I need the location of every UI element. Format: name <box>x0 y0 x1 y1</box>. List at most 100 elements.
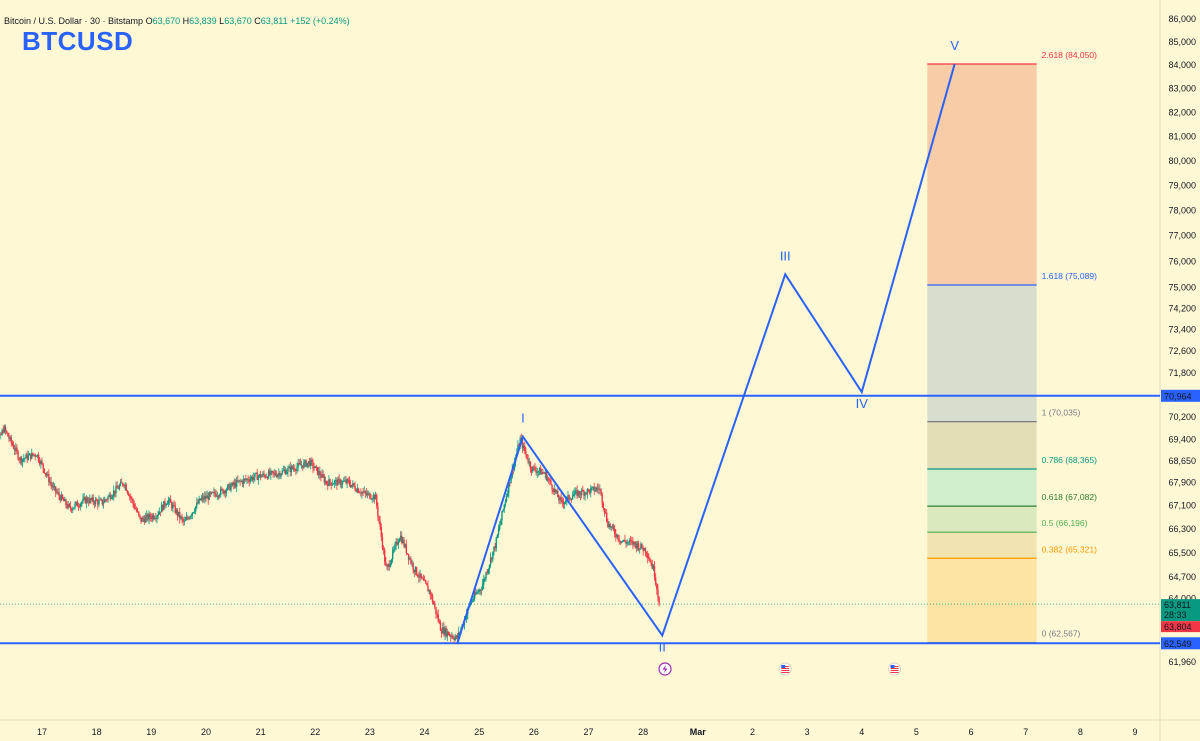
candle-body <box>322 474 324 477</box>
candle-body <box>23 458 25 460</box>
candle-body <box>198 498 200 504</box>
price-tick-label: 67,100 <box>1168 501 1196 511</box>
price-tick-label: 78,000 <box>1168 205 1196 215</box>
candle-body <box>339 479 341 486</box>
candle-body <box>208 492 211 500</box>
candle-body <box>138 511 140 515</box>
date-tick-label: 9 <box>1132 727 1137 737</box>
candle-body <box>378 515 380 522</box>
candle-body <box>220 488 222 495</box>
candle-body <box>58 492 60 497</box>
candle-body <box>475 592 477 594</box>
candle-body <box>61 494 64 499</box>
price-tick-label: 83,000 <box>1168 84 1196 94</box>
candle-body <box>92 497 94 503</box>
candle-body <box>336 480 338 486</box>
candle-body <box>353 483 355 486</box>
candle-body <box>652 565 655 569</box>
candle-body <box>200 498 203 501</box>
candle-body <box>126 490 129 493</box>
candle-body <box>294 468 296 471</box>
candle-body <box>324 481 327 483</box>
candle-body <box>414 566 417 573</box>
price-tick-label: 65,500 <box>1168 548 1196 558</box>
candle-body <box>492 551 494 560</box>
date-tick-label: 5 <box>914 727 919 737</box>
candle-body <box>150 517 152 519</box>
date-tick-label: 24 <box>420 727 430 737</box>
candle-body <box>409 558 411 560</box>
candle-body <box>179 511 181 519</box>
candle-body <box>357 488 360 493</box>
us-flag-event-icon[interactable] <box>778 662 792 676</box>
candle-body <box>385 561 387 566</box>
candle-body <box>481 584 484 590</box>
fib-zone <box>927 558 1037 643</box>
candle-body <box>84 497 86 504</box>
candle-body <box>372 495 375 499</box>
candle-body <box>398 539 401 543</box>
candle-body <box>629 540 632 542</box>
candle-body <box>192 512 195 514</box>
candle-body <box>35 456 38 457</box>
candle-body <box>120 482 123 484</box>
candle-body <box>182 518 184 522</box>
candle-body <box>533 466 535 468</box>
date-tick-label: 17 <box>37 727 47 737</box>
candle-body <box>505 495 508 502</box>
candle-body <box>522 445 525 449</box>
candle-body <box>72 508 74 511</box>
candle-body <box>80 503 82 507</box>
candle-body <box>455 635 458 638</box>
candle-body <box>272 471 274 473</box>
date-tick-label: 20 <box>201 727 211 737</box>
candle-body <box>91 497 93 501</box>
candle-body <box>7 432 9 437</box>
candle-body <box>94 499 97 505</box>
candle-body <box>405 544 408 554</box>
candle-body <box>314 466 316 469</box>
candle-body <box>217 495 220 497</box>
candle-body <box>116 486 118 489</box>
fib-level-label: 0 (62,567) <box>1042 629 1081 639</box>
candle-body <box>628 540 631 543</box>
candle-body <box>110 497 113 499</box>
candle-body <box>406 553 409 554</box>
fib-level-label: 1 (70,035) <box>1042 408 1081 418</box>
candle-body <box>607 521 609 528</box>
close-value: 63,811 <box>260 16 288 26</box>
candle-body <box>330 482 332 486</box>
flag-stripe <box>781 672 790 673</box>
candle-body <box>504 501 507 505</box>
candle-body <box>645 552 648 555</box>
fib-zone <box>927 63 1037 286</box>
candle-body <box>177 511 180 516</box>
candle-body <box>56 491 58 493</box>
candle-body <box>500 520 502 526</box>
candle-body <box>65 499 67 506</box>
candle-body <box>584 492 586 496</box>
candle-body <box>503 504 505 510</box>
price-tick-label: 64,000 <box>1168 593 1196 603</box>
candle-body <box>124 484 126 486</box>
candles-group <box>0 424 660 644</box>
us-flag-event-icon[interactable] <box>888 662 902 676</box>
candle-body <box>57 492 59 494</box>
candle-body <box>426 583 428 586</box>
price-tick-label: 82,000 <box>1168 107 1196 117</box>
date-tick-label: 26 <box>529 727 539 737</box>
candle-body <box>612 525 615 530</box>
candle-body <box>302 465 304 468</box>
candle-body <box>347 479 349 481</box>
candle-body <box>632 540 634 545</box>
price-tick-label: 76,000 <box>1168 256 1196 266</box>
date-tick-label: 7 <box>1023 727 1028 737</box>
candle-body <box>251 476 254 480</box>
lightning-event-icon[interactable] <box>658 662 672 676</box>
candle-body <box>321 474 323 478</box>
candle-body <box>191 512 193 516</box>
flag-stripe <box>890 672 899 673</box>
candle-body <box>377 506 379 516</box>
candle-body <box>472 598 475 601</box>
